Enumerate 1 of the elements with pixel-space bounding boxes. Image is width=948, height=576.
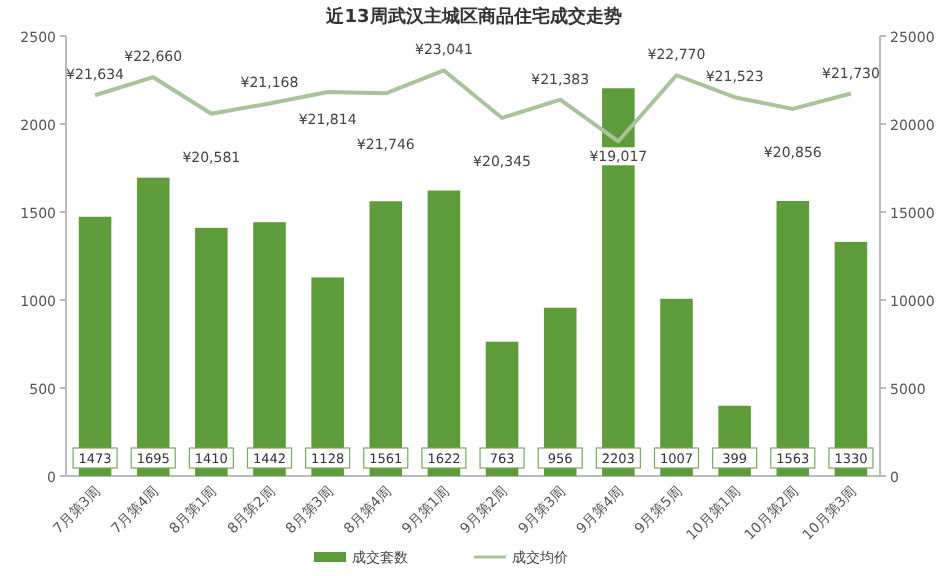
chart-title: 近13周武汉主城区商品住宅成交走势	[324, 6, 622, 28]
